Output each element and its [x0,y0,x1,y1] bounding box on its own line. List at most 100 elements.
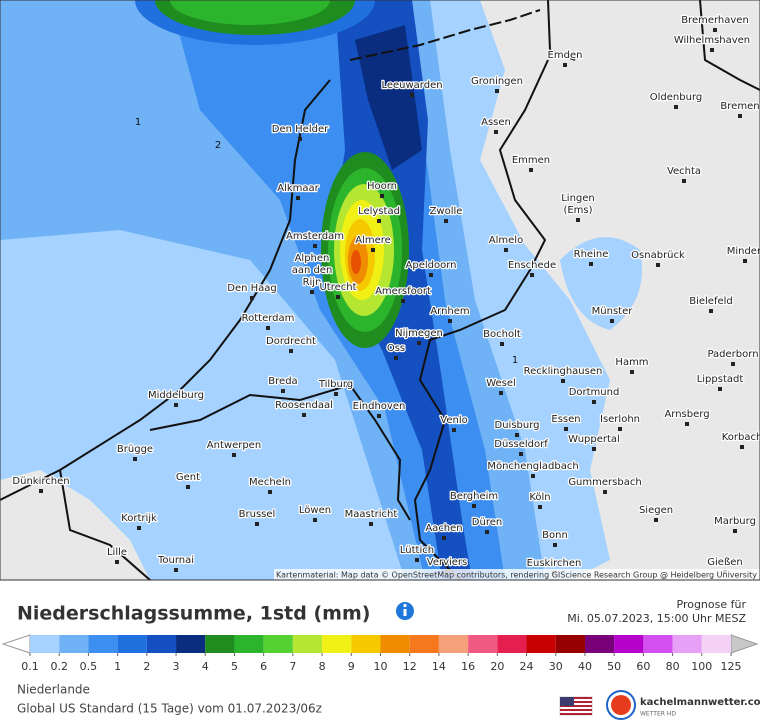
city-label: Arnhem [430,306,469,317]
legend-swatch [584,635,615,653]
city-label: Minden [727,246,760,257]
city-marker [369,522,373,526]
city-label: Münster [592,306,634,317]
city-marker [174,568,178,572]
attribution: Kartenmaterial: Map data © OpenStreetMap… [276,571,757,580]
city-label: Emden [548,50,583,61]
legend-swatch [59,635,89,653]
legend-label: 10 [374,660,388,673]
city-marker [377,414,381,418]
city-label: Nijmegen [395,328,443,339]
logo[interactable]: kachelmannwetter.com WETTER HD [606,690,760,720]
city-label: Tournai [157,555,194,566]
legend-high-arrow [730,634,759,654]
city-label: Bielefeld [689,296,733,307]
city-label: Oldenburg [650,92,702,103]
city-marker [530,273,534,277]
city-marker [564,427,568,431]
city-label: Den Helder [272,124,329,135]
city-label: Alphen [295,253,330,264]
contour-label: 1 [135,117,141,128]
legend-swatch [380,635,410,653]
city-marker [618,427,622,431]
region: Niederlande [17,683,90,697]
city-marker [499,391,503,395]
city-label: Emmen [512,155,550,166]
city-label: Essen [551,414,580,425]
legend-swatch [526,635,556,653]
legend-label: 5 [231,660,238,673]
legend-label: 8 [319,660,326,673]
city-label: Apeldoorn [406,260,457,271]
city-marker [654,518,658,522]
city-marker [336,295,340,299]
legend-label: 16 [461,660,475,673]
city-label: Brussel [239,509,276,520]
city-marker [415,558,419,562]
city-label: Hamm [615,357,648,368]
city-marker [589,262,593,266]
legend-swatch [468,635,498,653]
legend-label: 0.5 [80,660,98,673]
city-label: Bonn [542,530,568,541]
title: Niederschlagssumme, 1std (mm) [17,603,370,625]
legend-label: 80 [666,660,680,673]
legend-swatch [234,635,264,653]
city-label: Amsterdam [286,231,344,242]
legend-swatch [205,635,235,653]
brand: kachelmannwetter.com [640,697,760,708]
legend-label: 0.2 [50,660,68,673]
legend-swatch [643,635,673,653]
city-marker [377,219,381,223]
city-marker [495,89,499,93]
legend-label: 2 [143,660,150,673]
city-label: Verviers [427,557,468,568]
brand-sub: WETTER HD [640,711,676,718]
city-label: Zwolle [430,206,463,217]
legend-label: 4 [202,660,209,673]
city-label: Siegen [639,505,673,516]
border [413,59,549,581]
city-marker [740,445,744,449]
city-label: Bremerhaven [681,15,749,26]
city-marker [519,452,523,456]
city-label: Osnabrück [631,250,685,261]
city-label: Dünkirchen [12,476,69,487]
city-label: Assen [481,117,511,128]
city-label: Düren [472,517,502,528]
city-label: Kortrijk [121,513,157,524]
map-frame [0,0,760,581]
city-label: Gummersbach [568,477,641,488]
legend-label: 40 [578,660,592,673]
cities: Bremerhaven Wilhelmshaven Emden Leeuwarden G… [11,14,760,575]
info-icon[interactable] [396,602,414,620]
city-label: Venlo [440,415,467,426]
city-label: Rotterdam [242,313,295,324]
city-marker [133,457,137,461]
city-marker [371,248,375,252]
legend-swatch [701,635,731,653]
city-marker [472,504,476,508]
city-label: Rijn [303,277,322,288]
city-marker [137,526,141,530]
city-marker [733,529,737,533]
legend-swatch [438,635,469,653]
city-marker [576,218,580,222]
city-label: Lingen [561,193,595,204]
city-label: Wesel [486,378,516,389]
map: Bremerhaven Wilhelmshaven Emden Leeuwarden G… [0,0,760,581]
city-marker [485,530,489,534]
border [59,469,151,581]
city-marker [452,428,456,432]
legend-swatch [30,635,60,653]
precip-area [170,0,330,25]
coastline [0,79,331,501]
city-label: Almelo [489,235,523,246]
city-marker [685,422,689,426]
city-label: Alkmaar [277,183,319,194]
model: Global US Standard (15 Tage) vom 01.07.2… [17,702,322,716]
city-marker [442,536,446,540]
city-label: Wilhelmshaven [674,35,750,46]
city-marker [266,326,270,330]
city-label: Löwen [299,505,331,516]
